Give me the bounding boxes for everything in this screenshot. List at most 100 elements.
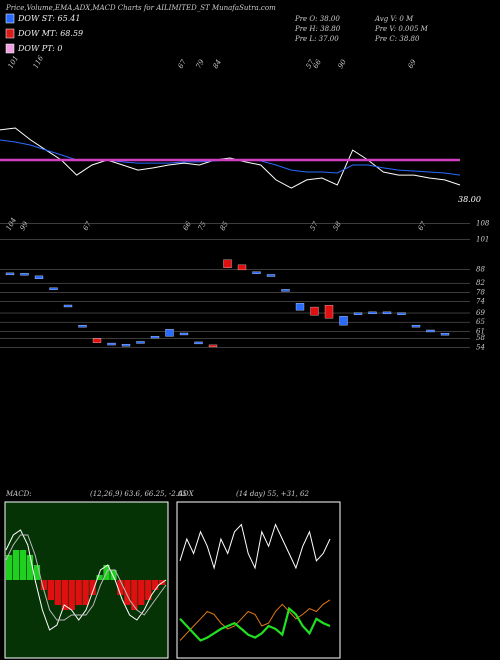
top-label: 101 bbox=[7, 54, 21, 70]
bottom-label: 99 bbox=[19, 220, 31, 232]
top-label: 84 bbox=[212, 58, 223, 70]
candle bbox=[252, 271, 261, 274]
series-line bbox=[5, 534, 167, 621]
candle bbox=[237, 264, 247, 271]
top-label: 57 bbox=[305, 58, 317, 70]
candle bbox=[382, 311, 392, 315]
y-tick-label: 61 bbox=[476, 327, 485, 335]
candle bbox=[5, 272, 15, 276]
top-label: 116 bbox=[32, 54, 46, 70]
legend-label: DOW ST: 65.41 bbox=[17, 14, 80, 23]
candle bbox=[136, 341, 145, 344]
histogram-bar bbox=[145, 580, 152, 600]
series-line bbox=[0, 127, 461, 189]
candle bbox=[49, 287, 58, 290]
histogram-bar bbox=[89, 580, 96, 595]
bottom-label: 57 bbox=[309, 220, 321, 232]
candle bbox=[440, 333, 450, 336]
legend-swatch bbox=[5, 43, 15, 54]
candle bbox=[426, 329, 435, 333]
candle bbox=[121, 344, 131, 347]
legend-label: DOW MT: 68.59 bbox=[17, 29, 83, 38]
histogram-bar bbox=[33, 565, 41, 580]
y-tick-label: 54 bbox=[476, 343, 485, 351]
histogram-bar bbox=[152, 580, 159, 590]
candle bbox=[208, 344, 218, 348]
histogram-bar bbox=[40, 580, 48, 590]
y-tick-label: 65 bbox=[476, 318, 485, 326]
bottom-label: 104 bbox=[5, 216, 19, 232]
histogram-bar bbox=[96, 575, 103, 580]
candle bbox=[194, 341, 203, 345]
bottom-label: 75 bbox=[197, 220, 209, 232]
y-tick-label: 74 bbox=[476, 298, 485, 306]
candle bbox=[92, 338, 102, 343]
top-label: 69 bbox=[407, 58, 419, 70]
candle bbox=[353, 312, 363, 315]
histogram-bar bbox=[54, 580, 61, 605]
candle bbox=[63, 304, 73, 308]
legend-label: DOW PT: 0 bbox=[17, 44, 63, 53]
candle bbox=[281, 289, 290, 292]
legend-swatch bbox=[5, 13, 15, 24]
legend-swatch bbox=[5, 28, 15, 39]
bottom-label: 67 bbox=[82, 220, 94, 232]
bottom-label: 58 bbox=[332, 220, 344, 232]
y-tick-label: 88 bbox=[476, 265, 485, 273]
adx-params: (14 day) 55, +31, 62 bbox=[236, 490, 309, 498]
candle bbox=[78, 325, 87, 328]
macd-title: MACD: bbox=[5, 490, 32, 498]
y-tick-label: 101 bbox=[476, 236, 489, 244]
stat: Pre O: 38.00 bbox=[294, 15, 340, 23]
y-tick-label: 69 bbox=[476, 309, 485, 317]
candle bbox=[411, 325, 421, 328]
candle bbox=[107, 342, 116, 346]
histogram-bar bbox=[6, 555, 13, 580]
stat: Pre H: 38.80 bbox=[294, 25, 341, 33]
candle bbox=[310, 306, 319, 316]
candle bbox=[295, 303, 305, 311]
page-title: Price,Volume,EMA,ADX,MACD Charts for AIL… bbox=[5, 4, 276, 12]
candle bbox=[34, 275, 44, 279]
bottom-label: 85 bbox=[219, 220, 231, 232]
candle bbox=[324, 305, 334, 319]
adx-panel bbox=[176, 501, 341, 659]
histogram-bar bbox=[124, 580, 131, 605]
candle bbox=[223, 259, 232, 268]
histogram-bar bbox=[75, 580, 82, 605]
stat: Pre L: 37.00 bbox=[294, 35, 339, 43]
top-label: 79 bbox=[195, 58, 207, 70]
candle bbox=[339, 316, 348, 326]
histogram-bar bbox=[61, 580, 68, 610]
macd-params: (12,26,9) 63.6, 66.25, -2.65 bbox=[90, 490, 187, 498]
histogram-bar bbox=[47, 580, 54, 600]
candle bbox=[266, 274, 276, 277]
candle bbox=[368, 311, 377, 315]
candle bbox=[397, 312, 406, 315]
candle bbox=[179, 332, 189, 336]
series-line bbox=[179, 523, 331, 570]
top-label: 90 bbox=[337, 58, 349, 70]
bottom-label: 67 bbox=[417, 220, 429, 232]
histogram-bar bbox=[82, 580, 89, 605]
histogram-bar bbox=[138, 580, 145, 605]
histogram-bar bbox=[110, 570, 117, 580]
adx-title: ADX bbox=[177, 490, 195, 498]
bottom-label: 66 bbox=[182, 220, 194, 232]
y-tick-label: 58 bbox=[476, 334, 485, 342]
y-tick-label: 108 bbox=[476, 220, 490, 228]
histogram-bar bbox=[68, 580, 75, 610]
series-line bbox=[179, 599, 331, 641]
price-label: 38.00 bbox=[458, 195, 481, 204]
series-line bbox=[179, 606, 331, 642]
candle bbox=[20, 273, 29, 276]
y-tick-label: 82 bbox=[476, 279, 485, 287]
histogram-bar bbox=[131, 580, 138, 610]
y-tick-label: 78 bbox=[476, 288, 485, 296]
candle bbox=[150, 336, 160, 339]
histogram-bar bbox=[12, 550, 20, 580]
histogram-bar bbox=[117, 580, 124, 595]
candle bbox=[165, 329, 174, 337]
stat: Pre C: 38.80 bbox=[374, 35, 420, 43]
